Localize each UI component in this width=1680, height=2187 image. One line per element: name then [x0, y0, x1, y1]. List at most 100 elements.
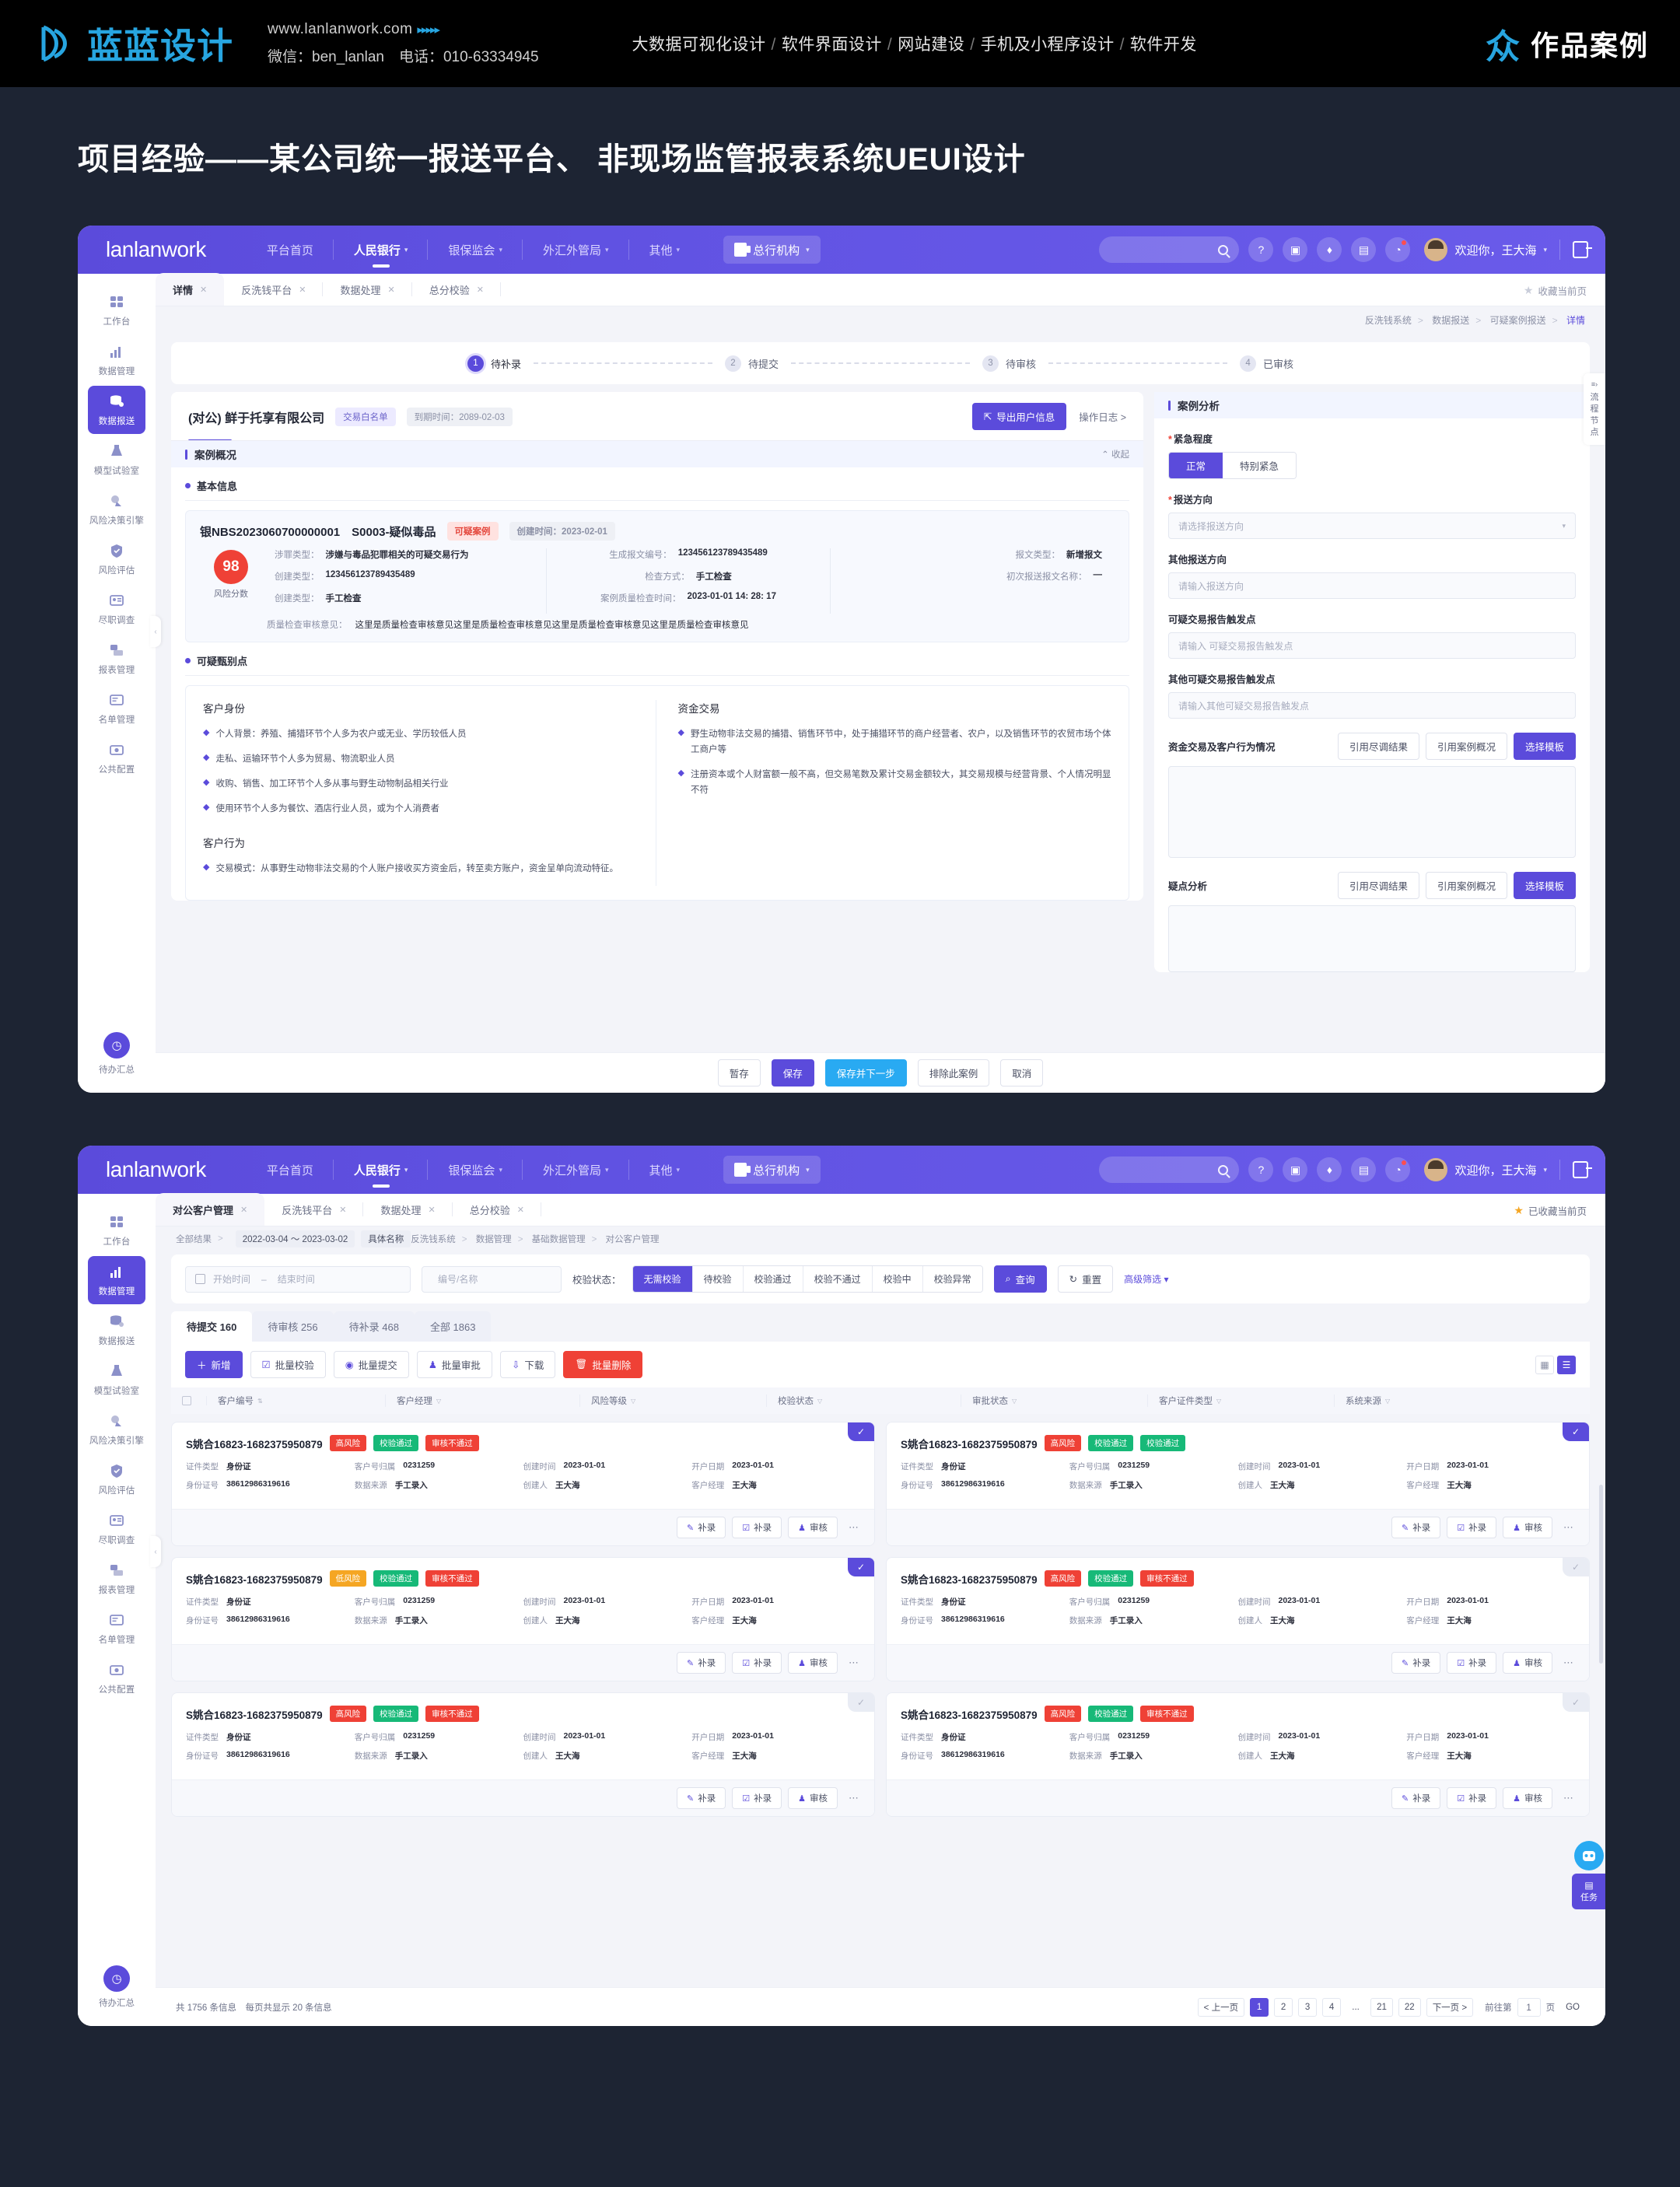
card-action-fill[interactable]: ☑ 补录 — [732, 1652, 782, 1674]
status-tab-pending-fill[interactable]: 待补录 468 — [333, 1311, 415, 1342]
sidebar-item-data-mgmt-2[interactable]: 数据管理 — [88, 1256, 145, 1304]
favorite-button-1[interactable]: ★ 收藏当前页 — [1523, 284, 1587, 297]
doubt-textarea[interactable] — [1168, 905, 1576, 972]
close-icon[interactable]: ✕ — [428, 1205, 436, 1215]
card-select-checkmark-icon[interactable]: ✓ — [1563, 1693, 1589, 1712]
download-button[interactable]: ⇩ 下载 — [499, 1351, 556, 1378]
nav-item-pboc-2[interactable]: 人民银行 ▾ — [334, 1146, 429, 1194]
advanced-filter-link[interactable]: 高级筛选 ▾ — [1124, 1274, 1169, 1285]
shirt-icon[interactable]: ♦ — [1317, 1157, 1342, 1182]
col-approve-status[interactable]: 审批状态 ▽ — [961, 1394, 1148, 1407]
floating-assistant[interactable]: ▤ 任务 — [1572, 1841, 1605, 1909]
nav-item-cbirc[interactable]: 银保监会 ▾ — [428, 226, 523, 274]
sidebar-item-data-report[interactable]: 数据报送 — [88, 386, 145, 434]
card-action-edit[interactable]: ✎ 补录 — [1391, 1517, 1441, 1538]
batch-submit-button[interactable]: ◉ 批量提交 — [333, 1351, 409, 1378]
card-action-review[interactable]: ♟ 审核 — [788, 1517, 838, 1538]
nav-item-other-2[interactable]: 其他 ▾ — [649, 1163, 681, 1177]
other-trigger-input[interactable]: 请输入其他可疑交易报告触发点 — [1168, 692, 1576, 719]
go-button[interactable]: GO — [1560, 1997, 1585, 2017]
breadcrumb-2[interactable]: 可疑案例报送 — [1489, 314, 1546, 326]
sidebar-item-risk-engine[interactable]: 风险决策引擎 — [88, 485, 145, 534]
sidebar-todo-1[interactable]: ◷ 待办汇总 — [99, 1032, 135, 1076]
card-more-icon[interactable]: ⋯ — [1563, 1521, 1573, 1533]
vertical-scrollbar[interactable] — [1599, 1485, 1603, 1664]
sidebar-item-due-diligence[interactable]: 尽职调查 — [88, 585, 145, 633]
cancel-button[interactable]: 取消 — [1000, 1059, 1044, 1087]
sidebar-item-public-config[interactable]: 公共配置 — [88, 734, 145, 782]
batch-verify-button[interactable]: ☑ 批量校验 — [250, 1351, 326, 1378]
close-icon[interactable]: ✕ — [299, 285, 306, 295]
reset-button[interactable]: ↻ 重置 — [1057, 1265, 1114, 1293]
card-action-edit[interactable]: ✎ 补录 — [677, 1652, 726, 1674]
breadcrumb2-2[interactable]: 基础数据管理 — [531, 1235, 586, 1244]
nav-item-other[interactable]: 其他 ▾ — [649, 243, 681, 257]
card-select-checkmark-icon[interactable]: ✓ — [848, 1693, 874, 1712]
breadcrumb2-1[interactable]: 数据管理 — [475, 1235, 512, 1244]
prev-page-button[interactable]: < 上一页 — [1197, 1997, 1245, 2017]
next-page-button[interactable]: 下一页 > — [1426, 1997, 1474, 2017]
sidebar-item-list-mgmt[interactable]: 名单管理 — [88, 684, 145, 733]
temp-save-button[interactable]: 暂存 — [717, 1059, 761, 1087]
status-tab-all[interactable]: 全部 1863 — [414, 1311, 492, 1342]
batch-delete-button[interactable]: 🗑 批量删除 — [563, 1351, 643, 1378]
card-select-checkmark-icon[interactable]: ✓ — [1563, 1422, 1589, 1441]
video-icon[interactable]: ▣ — [1283, 1157, 1308, 1182]
sidebar-collapse-handle-2[interactable]: ‹ — [150, 1536, 161, 1567]
status-tab-pending-review[interactable]: 待审核 256 — [252, 1311, 334, 1342]
card-select-checkmark-icon[interactable]: ✓ — [848, 1558, 874, 1576]
operation-log-link[interactable]: 操作日志 > — [1079, 412, 1126, 423]
nav-item-home[interactable]: 平台首页 — [247, 226, 334, 274]
breadcrumb-1[interactable]: 数据报送 — [1432, 314, 1470, 326]
sidebar-item-due-diligence-2[interactable]: 尽职调查 — [88, 1505, 145, 1553]
date-range-input[interactable]: 开始时间 – 结束时间 — [185, 1265, 411, 1293]
page-1[interactable]: 1 — [1250, 1997, 1269, 2017]
quote-dd-button-fund[interactable]: 引用尽调结果 — [1337, 733, 1419, 760]
card-action-fill[interactable]: ☑ 补录 — [732, 1787, 782, 1809]
help-icon[interactable]: ? — [1248, 1157, 1274, 1182]
tab-corporate-customer[interactable]: 对公客户管理 ✕ — [156, 1193, 265, 1226]
card-more-icon[interactable]: ⋯ — [849, 1792, 859, 1804]
page-22[interactable]: 22 — [1398, 1997, 1421, 2017]
sidebar-item-workbench-2[interactable]: 工作台 — [88, 1206, 145, 1254]
filter-chip-name[interactable]: 具体名称 — [361, 1230, 411, 1247]
breadcrumb-0[interactable]: 反洗钱系统 — [1364, 314, 1412, 326]
save-button[interactable]: 保存 — [771, 1059, 814, 1087]
urgency-segmented[interactable]: 正常 特别紧急 — [1168, 452, 1297, 479]
direction-select[interactable]: 请选择报送方向 ▾ — [1168, 513, 1576, 539]
user-menu-1[interactable]: 欢迎你，王大海 ▾ — [1424, 238, 1547, 261]
template-button-fund[interactable]: 选择模板 — [1513, 733, 1576, 760]
status-tab-pending-submit[interactable]: 待提交 160 — [171, 1311, 253, 1342]
other-direction-input[interactable]: 请输入报送方向 — [1168, 572, 1576, 599]
card-action-review[interactable]: ♟ 审核 — [1503, 1787, 1552, 1809]
add-button[interactable]: ＋新增 — [185, 1351, 243, 1378]
filter-all-results[interactable]: 全部结果 — [176, 1235, 212, 1244]
card-more-icon[interactable]: ⋯ — [1563, 1792, 1573, 1804]
sidebar-item-risk-assess[interactable]: 风险评估 — [88, 535, 145, 583]
card-action-edit[interactable]: ✎ 补录 — [1391, 1787, 1441, 1809]
video-icon[interactable]: ▣ — [1283, 237, 1308, 262]
sidebar-todo-2[interactable]: ◷ 待办汇总 — [99, 1965, 135, 2009]
exit-icon[interactable] — [1573, 1161, 1592, 1178]
card-select-checkmark-icon[interactable]: ✓ — [1563, 1558, 1589, 1576]
org-selector-2[interactable]: 总行机构 ▾ — [723, 1156, 821, 1184]
customer-card[interactable]: ✓ S姚合16823-1682375950879 低风险 校验通过 审核不通过 证件类型身… — [171, 1557, 875, 1681]
card-icon[interactable]: ▤ — [1351, 1157, 1377, 1182]
sidebar-collapse-handle[interactable]: ‹ — [150, 616, 161, 647]
nav-item-safe-2[interactable]: 外汇外管局 ▾ — [523, 1146, 629, 1194]
customer-card[interactable]: ✓ S姚合16823-1682375950879 高风险 校验通过 审核不通过 证件类型身… — [886, 1692, 1590, 1817]
status-option-pending[interactable]: 待校验 — [692, 1266, 744, 1292]
customer-card[interactable]: ✓ S姚合16823-1682375950879 高风险 校验通过 审核不通过 证件类型身… — [886, 1557, 1590, 1681]
sidebar-item-list-mgmt-2[interactable]: 名单管理 — [88, 1604, 145, 1653]
tab-data-process-2[interactable]: 数据处理 ✕ — [363, 1193, 453, 1226]
page-3[interactable]: 3 — [1298, 1997, 1318, 2017]
urgency-option-normal[interactable]: 正常 — [1169, 453, 1223, 478]
org-selector-1[interactable]: 总行机构 ▾ — [723, 236, 821, 264]
card-action-edit[interactable]: ✎ 补录 — [677, 1787, 726, 1809]
col-id-type[interactable]: 客户证件类型 ▽ — [1148, 1394, 1335, 1407]
customer-card[interactable]: ✓ S姚合16823-1682375950879 高风险 校验通过 校验通过 证件类型 身份… — [886, 1422, 1590, 1546]
nav-item-cbirc-2[interactable]: 银保监会 ▾ — [428, 1146, 523, 1194]
close-icon[interactable]: ✕ — [200, 285, 208, 295]
flow-node-rail[interactable]: ≡› 流程节点 — [1584, 373, 1605, 445]
status-option-no-verify[interactable]: 无需校验 — [632, 1266, 693, 1292]
